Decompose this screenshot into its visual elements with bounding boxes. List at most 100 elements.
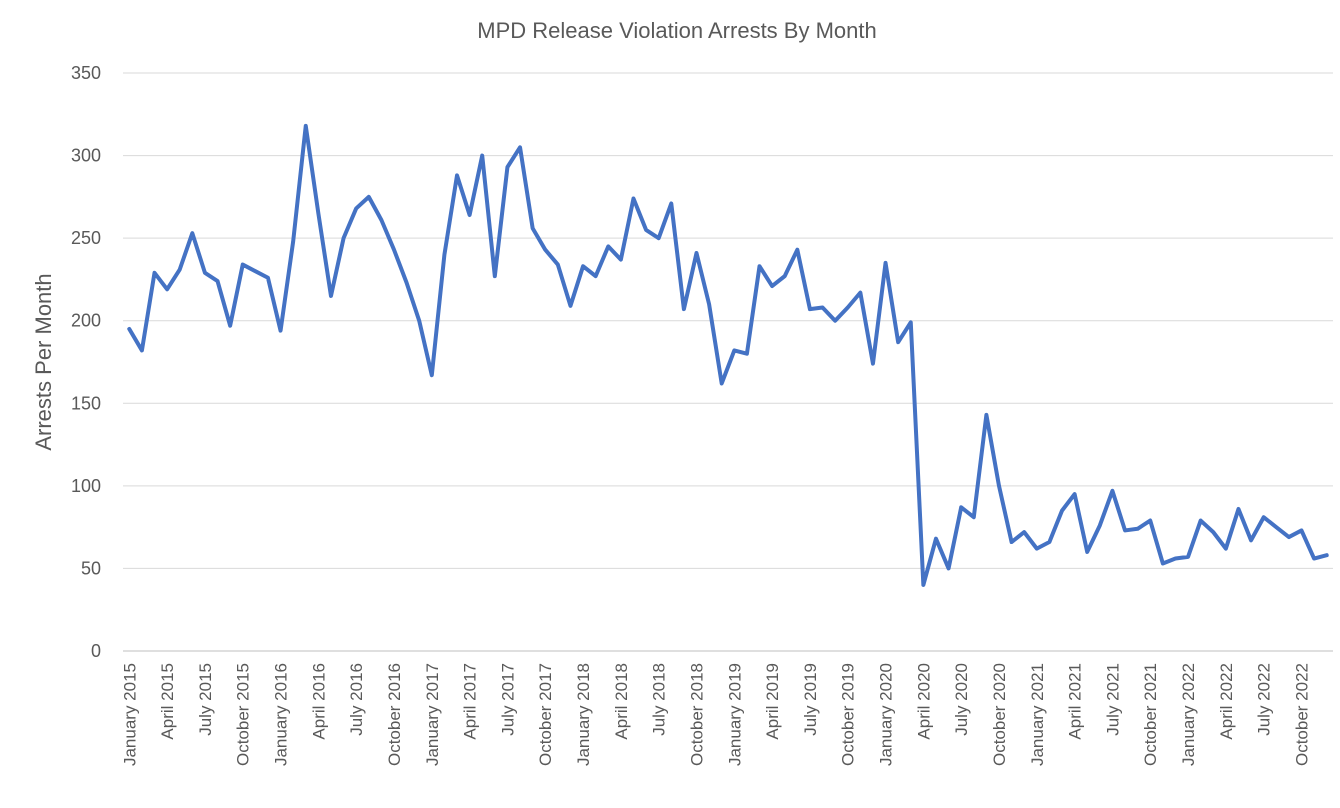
y-tick-label: 250 — [71, 228, 101, 248]
data-point — [745, 352, 749, 356]
data-point — [1073, 492, 1077, 496]
y-tick-label: 50 — [81, 558, 101, 578]
data-point — [266, 276, 270, 280]
y-tick-label: 350 — [71, 63, 101, 83]
data-point — [354, 206, 358, 210]
data-point — [707, 302, 711, 306]
data-point — [203, 271, 207, 275]
data-point — [1148, 519, 1152, 523]
data-point — [165, 287, 169, 291]
x-tick-label: April 2022 — [1217, 663, 1236, 740]
x-tick-label: January 2019 — [725, 663, 744, 766]
x-tick-label: July 2020 — [952, 663, 971, 736]
x-tick-label: January 2021 — [1028, 663, 1047, 766]
x-tick-label: January 2018 — [574, 663, 593, 766]
x-tick-label: April 2020 — [914, 663, 933, 740]
x-tick-label: April 2016 — [309, 663, 328, 740]
data-point — [153, 271, 157, 275]
data-point — [1173, 557, 1177, 561]
data-point — [342, 236, 346, 240]
data-point — [846, 306, 850, 310]
data-point — [770, 284, 774, 288]
data-point — [594, 274, 598, 278]
data-point — [442, 253, 446, 257]
data-point — [896, 340, 900, 344]
y-tick-label: 150 — [71, 393, 101, 413]
data-point — [316, 211, 320, 215]
gridlines — [123, 72, 1333, 652]
x-tick-label: January 2016 — [272, 663, 291, 766]
data-point — [1325, 553, 1329, 557]
data-point — [279, 329, 283, 333]
x-tick-label: October 2017 — [536, 663, 555, 766]
x-tick-label: April 2019 — [763, 663, 782, 740]
data-point — [1085, 550, 1089, 554]
data-point — [871, 362, 875, 366]
data-point — [947, 566, 951, 570]
data-point — [1123, 528, 1127, 532]
data-point — [984, 413, 988, 417]
data-point — [379, 218, 383, 222]
data-point — [631, 197, 635, 201]
x-tick-label: October 2016 — [385, 663, 404, 766]
data-point — [581, 264, 585, 268]
y-tick-label: 0 — [91, 641, 101, 661]
data-point — [808, 307, 812, 311]
data-point — [934, 537, 938, 541]
data-point — [518, 145, 522, 149]
y-tick-label: 300 — [71, 146, 101, 166]
x-tick-label: January 2020 — [877, 663, 896, 766]
data-point — [556, 263, 560, 267]
data-point — [732, 348, 736, 352]
data-point — [997, 484, 1001, 488]
x-tick-label: July 2015 — [196, 663, 215, 736]
data-point — [1010, 540, 1014, 544]
data-point — [228, 324, 232, 328]
data-point — [694, 251, 698, 255]
y-axis-label: Arrests Per Month — [31, 273, 56, 450]
data-point — [140, 348, 144, 352]
data-point — [921, 583, 925, 587]
series-line — [127, 123, 1329, 587]
data-point — [972, 515, 976, 519]
data-point — [216, 279, 220, 283]
data-point — [468, 213, 472, 217]
x-axis-ticks: January 2015 April 2015 July 2015 October 2… — [120, 663, 1311, 766]
x-tick-label: October 2019 — [839, 663, 858, 766]
data-point — [392, 248, 396, 252]
data-point — [178, 268, 182, 272]
data-point — [455, 173, 459, 177]
data-point — [253, 269, 257, 273]
data-point — [1299, 528, 1303, 532]
data-point — [190, 231, 194, 235]
x-tick-label: July 2016 — [347, 663, 366, 736]
data-point — [1110, 489, 1114, 493]
data-point — [1035, 547, 1039, 551]
data-point — [669, 201, 673, 205]
data-point — [858, 291, 862, 295]
data-point — [1186, 555, 1190, 559]
x-tick-label: January 2022 — [1179, 663, 1198, 766]
x-tick-label: April 2017 — [461, 663, 480, 740]
data-point — [783, 274, 787, 278]
data-point — [619, 258, 623, 262]
data-point — [430, 373, 434, 377]
y-tick-label: 200 — [71, 311, 101, 331]
data-point — [1161, 561, 1165, 565]
data-point — [329, 294, 333, 298]
data-point — [1047, 540, 1051, 544]
data-point — [909, 320, 913, 324]
data-point — [417, 319, 421, 323]
data-point — [480, 154, 484, 158]
x-tick-label: October 2015 — [234, 663, 253, 766]
data-point — [291, 239, 295, 243]
data-point — [606, 244, 610, 248]
data-point — [1211, 530, 1215, 534]
x-tick-label: July 2018 — [650, 663, 669, 736]
x-tick-label: July 2019 — [801, 663, 820, 736]
data-point — [1249, 538, 1253, 542]
data-point — [720, 381, 724, 385]
x-tick-label: October 2020 — [990, 663, 1009, 766]
chart-title: MPD Release Violation Arrests By Month — [477, 18, 876, 43]
